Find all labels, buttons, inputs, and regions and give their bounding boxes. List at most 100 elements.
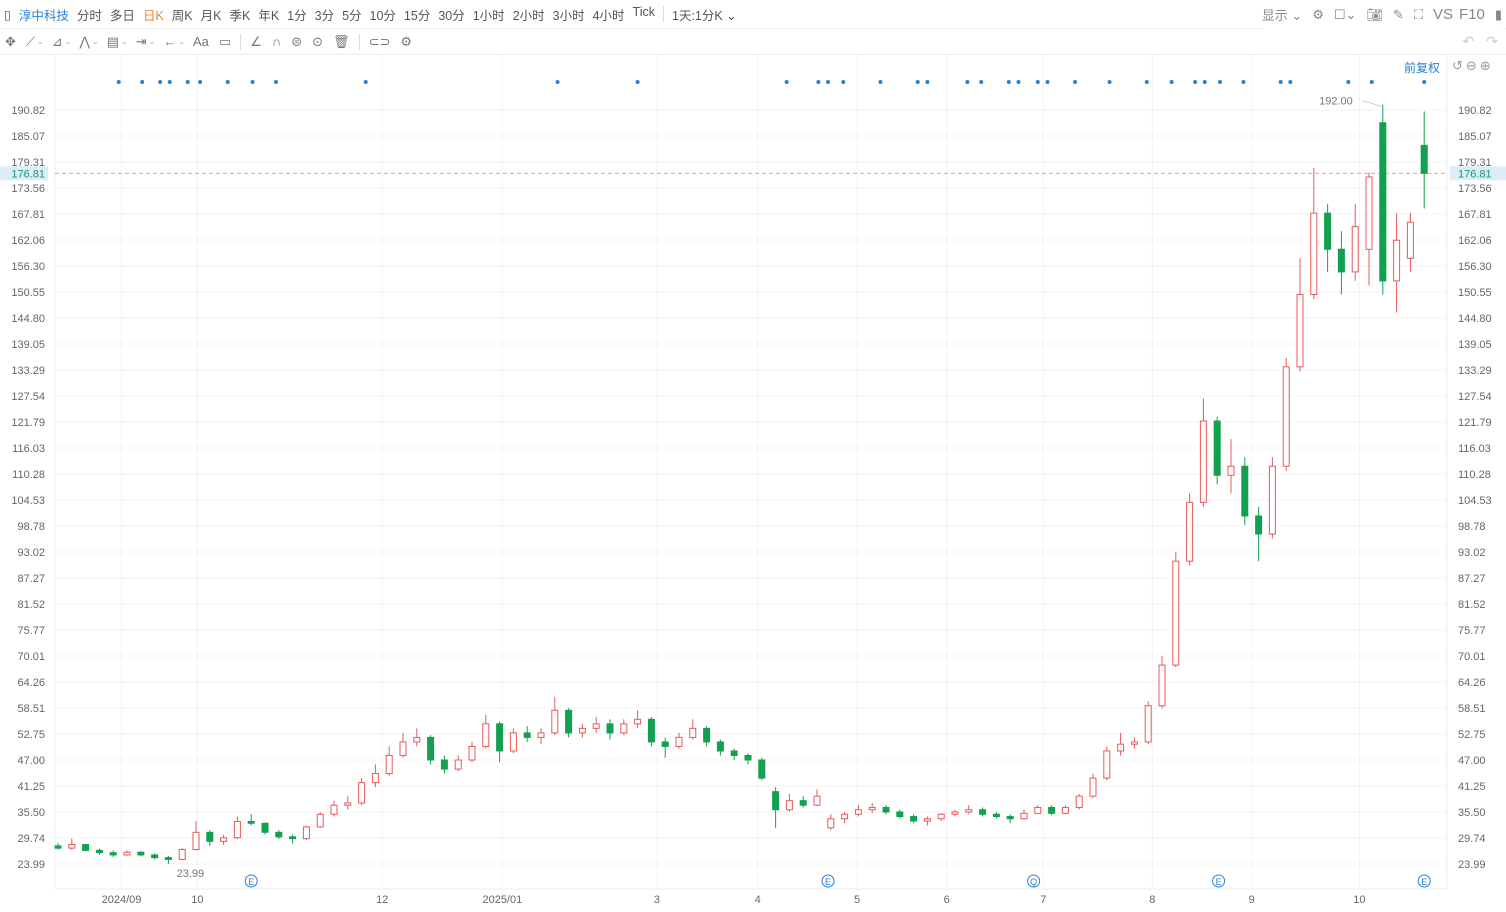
arrow-icon[interactable]: ← (163, 34, 177, 49)
candle-up (1061, 806, 1069, 814)
event-badge-icon (1212, 874, 1226, 888)
period-tab[interactable]: 分时 (76, 8, 102, 23)
period-tab[interactable]: 2小时 (512, 8, 545, 23)
zoom-in-icon[interactable]: ⊕ (1479, 58, 1491, 73)
period-tab[interactable]: 15分 (403, 8, 431, 23)
zoom-out-icon[interactable]: ⊖ (1465, 58, 1477, 73)
comment-icon[interactable]: ▭ (218, 33, 232, 49)
move-icon[interactable]: ✥ (5, 33, 16, 49)
candle-up (468, 745, 476, 761)
period-tab[interactable]: 年K (258, 8, 280, 23)
angle-icon[interactable]: ∠ (250, 33, 262, 49)
event-badge-label: E (1421, 877, 1427, 887)
pencil-icon[interactable]: ✎ (1392, 6, 1404, 22)
chevron-down-icon[interactable]: ⌄ (148, 37, 156, 46)
event-badge-label: E (825, 877, 831, 887)
period-tab[interactable]: 5分 (342, 8, 362, 23)
candle-down (440, 759, 448, 770)
settings-icon[interactable]: ⚙ (400, 33, 412, 49)
event-dot (1169, 80, 1174, 84)
hide-icon[interactable]: ⊜ (291, 33, 303, 49)
stock-name[interactable]: 淳中科技 (18, 8, 69, 23)
combo-period-select[interactable]: 1天:1分K ⌄ (672, 8, 737, 23)
candle-down (606, 723, 614, 734)
display-menu[interactable]: 显示 ⌄ (1261, 8, 1303, 23)
reset-icon[interactable]: ↺ (1452, 58, 1463, 73)
candle-up (1034, 806, 1042, 814)
adjust-mode-button[interactable]: 前复权 (1404, 61, 1441, 75)
min-price-label: 23.99 (177, 868, 205, 880)
candle-up (1351, 226, 1359, 273)
line-icon[interactable]: ⟋ (25, 33, 36, 49)
period-tab[interactable]: 3分 (314, 8, 335, 23)
period-tab[interactable]: 3小时 (552, 8, 585, 23)
y-tick-label-left: 93.02 (17, 547, 45, 559)
y-tick-label-left: 58.51 (17, 703, 45, 715)
vs-button[interactable]: VS (1432, 6, 1453, 23)
fullscreen-icon[interactable]: ⛶ (1413, 6, 1423, 22)
chevron-down-icon[interactable]: ⌄ (64, 37, 72, 46)
measure-icon[interactable]: ⇥ (135, 33, 147, 49)
candle-up (399, 741, 407, 756)
trash-icon[interactable]: 🗑︎ (333, 33, 350, 49)
event-dot (1144, 80, 1149, 84)
period-tab[interactable]: 1小时 (472, 8, 505, 23)
polyline-icon[interactable]: ⊿ (51, 33, 63, 49)
candle-up (482, 723, 490, 747)
wave-icon[interactable]: ⋀ (79, 33, 90, 49)
period-tab[interactable]: 30分 (438, 8, 465, 23)
chevron-down-icon[interactable]: ⌄ (37, 37, 44, 46)
candle-down (1324, 212, 1332, 250)
y-tick-label-left: 81.52 (17, 599, 45, 611)
candle-down (523, 732, 531, 738)
period-tab[interactable]: 周K (171, 8, 193, 23)
period-tab[interactable]: Tick (632, 4, 655, 19)
candlestick-chart[interactable]: 190.82 190.82 185.07 185.07 179.31 179.31 173.… (0, 55, 1506, 912)
y-tick-label-right: 116.03 (1458, 443, 1491, 455)
eye-icon[interactable]: ⊙ (312, 33, 324, 49)
candle-up (68, 844, 76, 849)
period-tab[interactable]: 多日 (109, 8, 135, 23)
camera-icon[interactable]: 📷︎ (1366, 6, 1383, 22)
candle-down (82, 844, 90, 851)
redo-icon[interactable]: ↷ (1486, 33, 1498, 49)
candle-down (1213, 420, 1221, 476)
settings-icon[interactable]: ⚙ (1312, 6, 1324, 22)
period-tab[interactable]: 季K (229, 8, 251, 23)
event-dot (1006, 80, 1011, 84)
chevron-down-icon[interactable]: ⌄ (92, 37, 99, 46)
period-tab[interactable]: 1分 (287, 8, 307, 23)
event-dot (1107, 80, 1112, 84)
period-tab[interactable]: 4小时 (592, 8, 625, 23)
event-dot (1035, 80, 1040, 84)
chevron-down-icon[interactable]: ⌄ (121, 37, 128, 46)
layout-icon[interactable]: ☐⌄ (1333, 6, 1357, 22)
candle-up (1103, 750, 1111, 779)
event-dot (198, 80, 203, 84)
x-tick-label: 4 (755, 894, 761, 906)
panel-toggle-icon[interactable]: ▮ (1494, 6, 1502, 22)
text-icon[interactable]: Aa (193, 34, 209, 49)
chevron-down-icon[interactable]: ⌄ (178, 37, 186, 46)
undo-icon[interactable]: ↶ (1462, 33, 1475, 49)
y-tick-label-left: 139.05 (11, 339, 45, 351)
y-tick-label-left: 185.07 (11, 131, 45, 143)
event-dot (1288, 80, 1293, 84)
candle-down (661, 741, 669, 747)
fib-icon[interactable]: ▤ (106, 33, 119, 49)
candle-up (578, 727, 586, 734)
sidebar-toggle-icon[interactable]: ▯ (4, 7, 11, 22)
candle-up (675, 736, 683, 747)
candle-down (1379, 122, 1387, 282)
candle-down (1006, 815, 1014, 820)
y-tick-label-left: 190.82 (11, 105, 45, 117)
candle-up (1365, 176, 1373, 250)
x-tick-label: 10 (1353, 894, 1365, 906)
period-tab[interactable]: 10分 (369, 8, 396, 23)
period-tab[interactable]: 月K (200, 8, 222, 23)
period-tab[interactable]: 日K (142, 8, 164, 23)
f10-button[interactable]: F10 (1458, 6, 1485, 23)
link-icon[interactable]: ⊂⊃ (368, 33, 391, 49)
candle-up (854, 809, 862, 815)
magnet-icon[interactable]: ∩ (271, 34, 282, 49)
